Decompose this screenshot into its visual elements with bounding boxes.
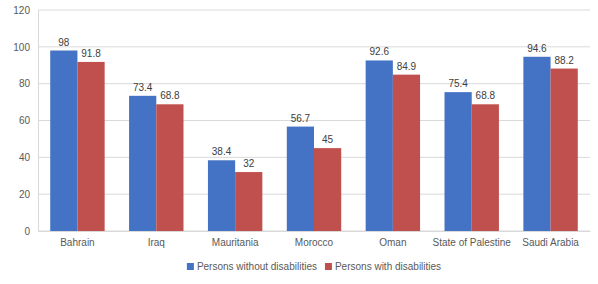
data-label: 73.4 <box>133 82 153 93</box>
bar <box>50 51 77 231</box>
legend-swatch <box>187 263 194 270</box>
y-tick-label: 60 <box>19 115 31 126</box>
bar <box>77 62 104 231</box>
legend-item: Persons with disabilities <box>325 261 441 272</box>
data-label: 45 <box>322 134 334 145</box>
data-label: 88.2 <box>554 55 574 66</box>
legend-item: Persons without disabilities <box>187 261 317 272</box>
bar <box>393 75 420 231</box>
x-tick-label: Iraq <box>148 237 165 248</box>
bar <box>366 60 393 231</box>
y-tick: 100 <box>13 42 38 53</box>
chart: 0 20 40 60 80 100 120 Bahrain Iraq Mauritania Moro… <box>0 0 598 284</box>
x-axis: Bahrain Iraq Mauritania Morocco Oman State of… <box>39 231 591 248</box>
x-tick: Oman <box>379 231 406 248</box>
bar <box>445 92 472 231</box>
data-labels: 98 73.4 38.4 56.7 92.6 75.4 94.6 91.8 68.8 32 45 84… <box>58 37 574 170</box>
bar <box>523 57 550 231</box>
series <box>77 62 577 231</box>
y-tick-label: 0 <box>24 226 30 237</box>
y-axis: 0 20 40 60 80 100 120 <box>13 5 38 237</box>
x-tick: Morocco <box>295 231 334 248</box>
y-tick: 20 <box>19 189 38 200</box>
data-label: 75.4 <box>448 78 468 89</box>
y-tick: 120 <box>13 5 38 16</box>
bar <box>551 69 578 231</box>
data-label: 38.4 <box>212 146 232 157</box>
x-tick-label: Mauritania <box>212 237 259 248</box>
data-label: 91.8 <box>81 48 101 59</box>
data-label: 68.8 <box>160 90 180 101</box>
x-tick-label: State of Palestine <box>433 237 512 248</box>
x-tick-label: Morocco <box>295 237 334 248</box>
y-tick-label: 40 <box>19 152 31 163</box>
x-tick: Saudi Arabia <box>522 231 579 248</box>
grid-line <box>38 83 590 84</box>
legend: Persons without disabilities Persons with… <box>187 261 441 272</box>
data-label: 32 <box>243 158 255 169</box>
bar <box>472 104 499 231</box>
y-tick-label: 120 <box>13 5 30 16</box>
series <box>50 51 550 231</box>
data-label: 92.6 <box>370 46 390 57</box>
x-tick: Mauritania <box>212 231 259 248</box>
legend-swatch <box>325 263 332 270</box>
data-label: 68.8 <box>476 90 496 101</box>
grid <box>38 10 590 231</box>
bar <box>156 104 183 231</box>
y-tick: 60 <box>19 115 38 126</box>
x-axis-line <box>39 231 591 232</box>
x-tick: Iraq <box>148 231 165 248</box>
x-tick-label: Saudi Arabia <box>522 237 579 248</box>
data-label: 94.6 <box>527 43 547 54</box>
x-tick-label: Bahrain <box>60 237 94 248</box>
bar <box>208 160 235 231</box>
data-label: 56.7 <box>291 113 311 124</box>
y-axis-line <box>38 11 39 232</box>
x-tick: State of Palestine <box>433 231 512 248</box>
grid-line <box>38 10 590 11</box>
y-tick-label: 100 <box>13 42 30 53</box>
y-tick: 0 <box>24 226 38 237</box>
plot: 0 20 40 60 80 100 120 Bahrain Iraq Mauritania Moro… <box>13 5 590 248</box>
y-tick: 80 <box>19 78 38 89</box>
data-label: 98 <box>58 37 70 48</box>
y-tick-label: 80 <box>19 78 31 89</box>
x-tick: Bahrain <box>60 231 94 248</box>
bar <box>129 96 156 231</box>
x-tick-label: Oman <box>379 237 406 248</box>
grid-line <box>38 46 590 47</box>
bars <box>50 51 578 231</box>
legend-label: Persons with disabilities <box>335 261 441 272</box>
grid-line <box>38 120 590 121</box>
bar <box>287 127 314 231</box>
data-label: 84.9 <box>397 61 417 72</box>
y-tick-label: 20 <box>19 189 31 200</box>
bar <box>235 172 262 231</box>
bar <box>314 148 341 231</box>
legend-label: Persons without disabilities <box>197 261 317 272</box>
y-tick: 40 <box>19 152 38 163</box>
